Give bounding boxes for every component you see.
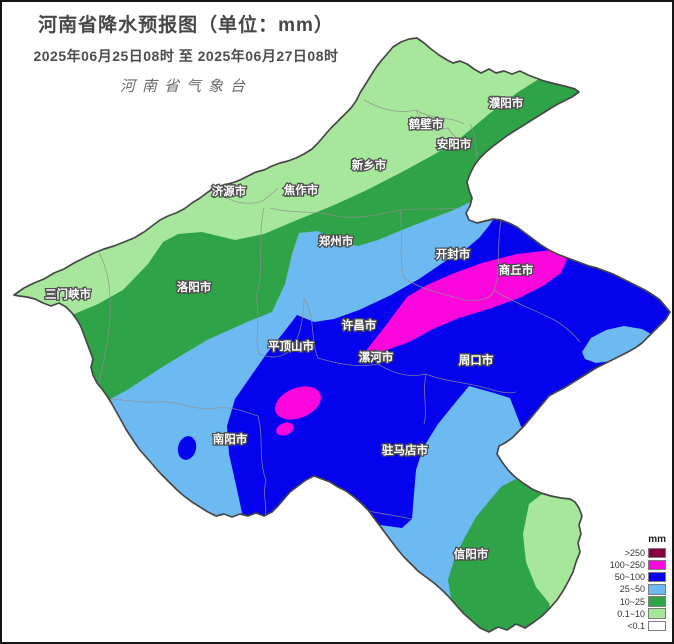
- region-eastarm-25-50: [582, 326, 656, 363]
- legend-row-swatch: [648, 571, 666, 583]
- region-rain-100-250-blob-small: [276, 422, 294, 436]
- city-label-鹤壁市: 鹤壁市: [409, 117, 444, 131]
- legend-row-swatch: [648, 620, 666, 632]
- map-title: 河南省降水预报图（单位：mm）: [38, 15, 334, 36]
- legend-row-swatch: [648, 559, 666, 571]
- legend-row: <0.1: [608, 620, 666, 632]
- city-label-驻马店市: 驻马店市: [382, 443, 428, 457]
- legend-row-label: 100~250: [609, 559, 645, 570]
- legend-row: 0.1~10: [608, 608, 666, 620]
- city-label-漯河市: 漯河市: [359, 350, 394, 364]
- legend-row-swatch: [648, 547, 666, 559]
- legend-row-swatch: [648, 584, 666, 595]
- city-label-郑州市: 郑州市: [319, 234, 354, 248]
- legend-row: >250: [608, 547, 666, 559]
- city-label-周口市: 周口市: [459, 353, 494, 367]
- legend-row-label: 10~25: [619, 596, 645, 607]
- map-date-range: 2025年06月25日08时 至 2025年06月27日08时: [33, 48, 339, 64]
- region-rain-100-250-band: [365, 250, 567, 355]
- city-label-濮阳市: 濮阳市: [489, 96, 524, 110]
- legend-row: 10~25: [608, 595, 666, 607]
- city-label-新乡市: 新乡市: [352, 158, 387, 172]
- city-label-南阳市: 南阳市: [213, 432, 248, 446]
- legend-row-swatch: [648, 596, 666, 607]
- rain-bands: [14, 38, 670, 632]
- city-label-许昌市: 许昌市: [342, 318, 377, 332]
- city-label-三门峡市: 三门峡市: [45, 287, 91, 301]
- legend-row: 25~50: [608, 583, 666, 595]
- region-rain-100-250-blob: [275, 386, 321, 420]
- city-label-信阳市: 信阳市: [454, 547, 489, 561]
- legend-unit-label: mm: [648, 533, 666, 545]
- region-nanyang-blob-50-100: [177, 436, 197, 460]
- city-label-济源市: 济源市: [212, 184, 247, 198]
- legend-row: 50~100: [608, 571, 666, 583]
- city-label-洛阳市: 洛阳市: [177, 280, 212, 294]
- city-label-商丘市: 商丘市: [499, 263, 534, 277]
- legend-row-label: <0.1: [627, 620, 645, 631]
- legend: mm >250 100~250 50~100 25~50 10~25 0.1~10 <0.1: [608, 534, 666, 632]
- map-agency: 河南省气象台: [119, 79, 252, 95]
- legend-row-label: 50~100: [614, 572, 645, 583]
- legend-row-label: 0.1~10: [617, 608, 645, 619]
- legend-row: 100~250: [608, 559, 666, 571]
- city-label-平顶山市: 平顶山市: [268, 339, 314, 353]
- legend-row-label: 25~50: [619, 584, 645, 595]
- city-label-焦作市: 焦作市: [283, 183, 319, 197]
- city-label-开封市: 开封市: [436, 247, 471, 261]
- title-block: 河南省降水预报图（单位：mm） 2025年06月25日08时 至 2025年06…: [2, 10, 370, 96]
- legend-rows: >250 100~250 50~100 25~50 10~25 0.1~10 <0.1: [608, 547, 666, 632]
- legend-row-swatch: [648, 608, 666, 619]
- province-outline: [13, 37, 671, 633]
- legend-row-label: >250: [624, 547, 645, 558]
- city-label-安阳市: 安阳市: [437, 137, 472, 151]
